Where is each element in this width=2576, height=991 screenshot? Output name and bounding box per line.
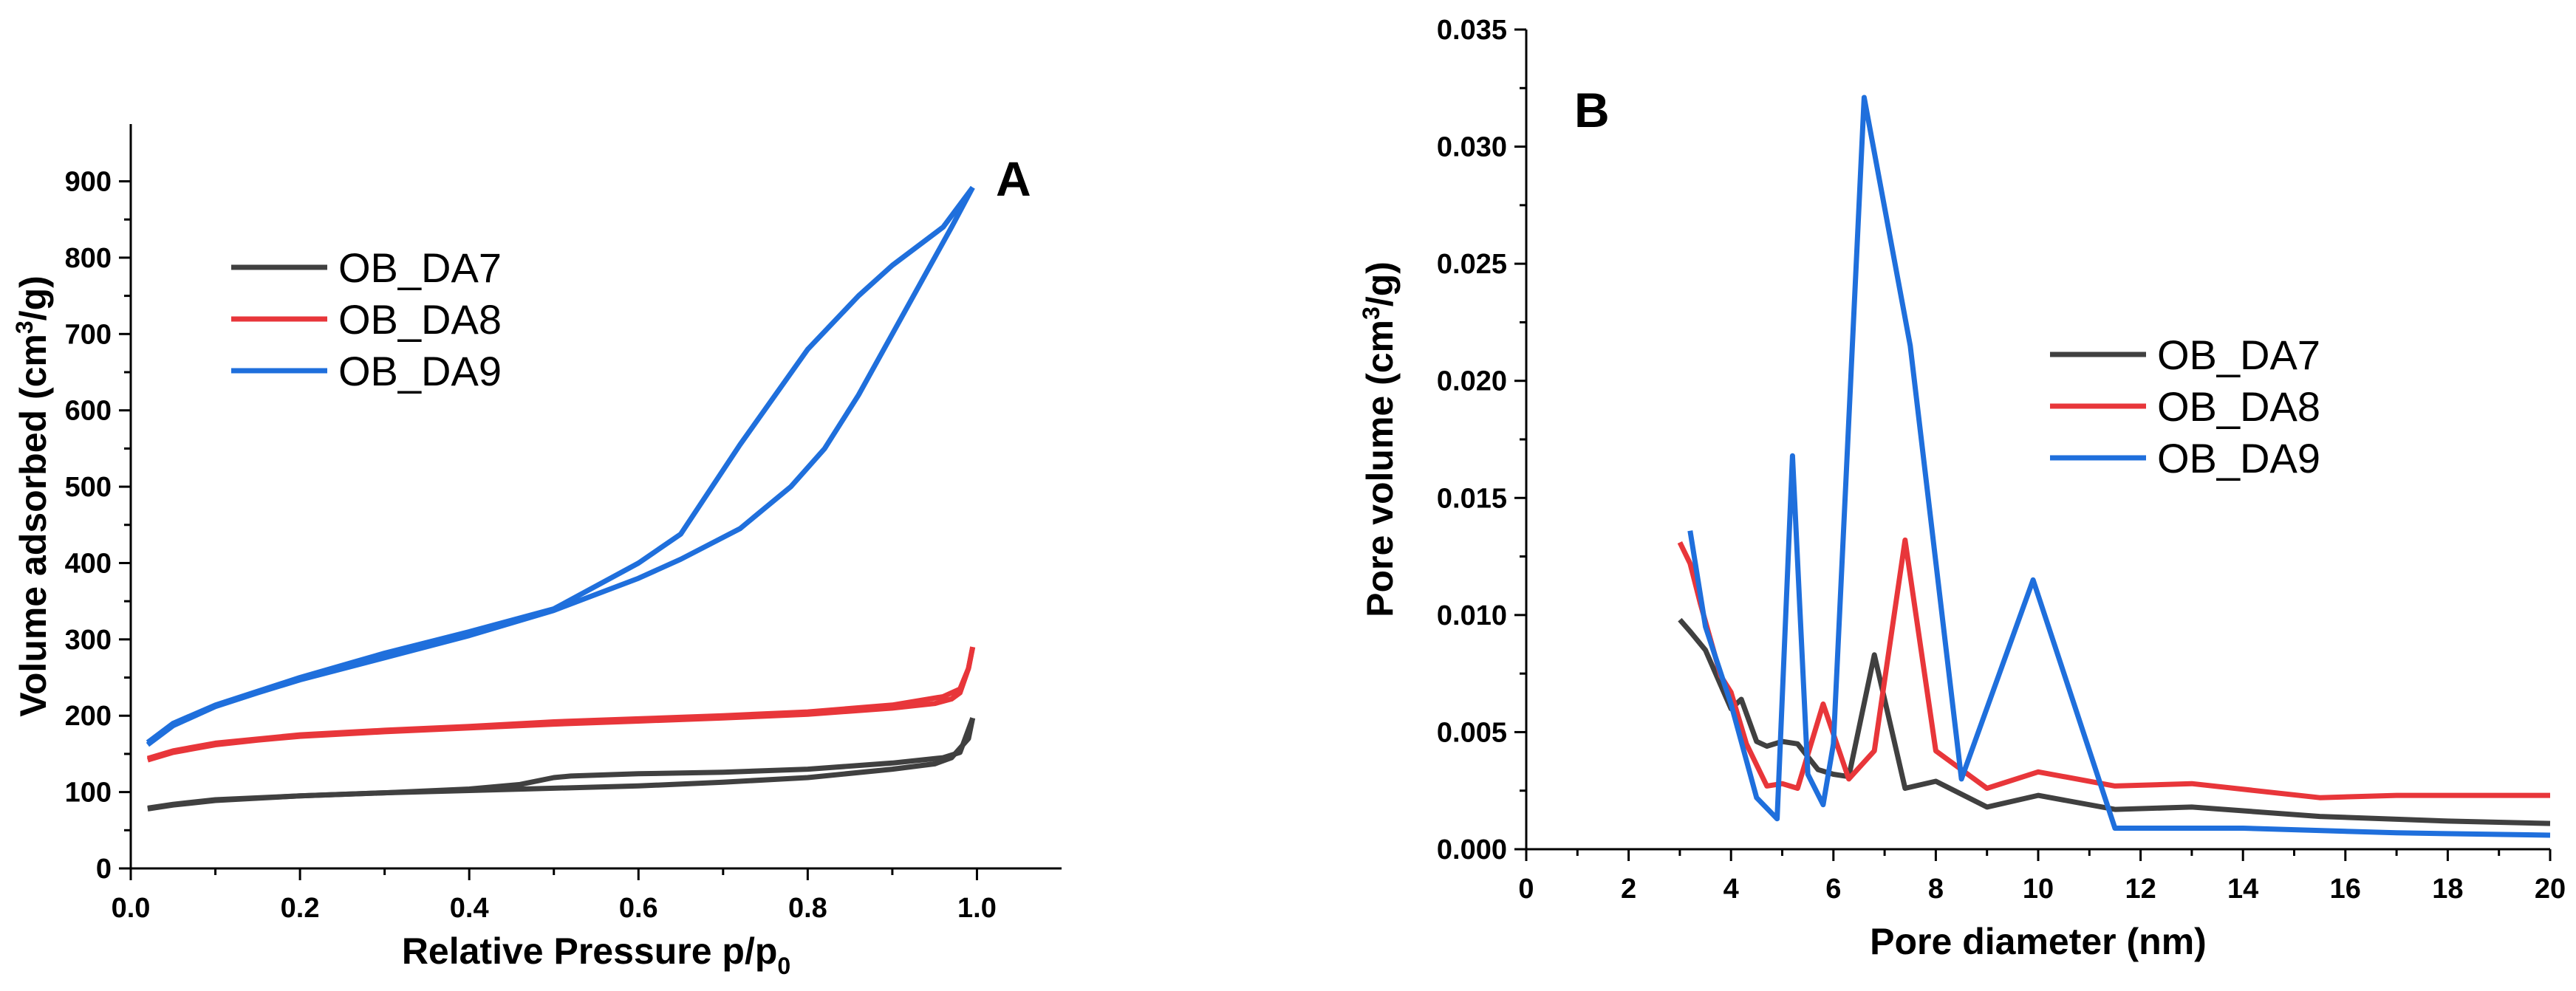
y-tick-label: 900 [65,167,112,198]
y-tick-label: 200 [65,701,112,732]
y-axis-title: Pore volume (cm3/g) [1358,261,1401,617]
x-tick-label: 20 [2535,874,2566,905]
x-tick-label: 18 [2432,874,2463,905]
y-tick-label: 800 [65,243,112,274]
legend-label: OB_DA9 [2157,435,2320,481]
y-tick-label: 0.025 [1437,249,1507,280]
y-axis-title-suffix: /g) [1359,261,1401,306]
y-tick-label: 300 [65,625,112,656]
x-tick-label: 10 [2023,874,2054,905]
x-tick-label: 2 [1621,874,1636,905]
x-tick-label: 8 [1928,874,1944,905]
series-line-ob-da9 [1687,95,2551,838]
x-tick-label: 0.4 [450,893,489,924]
legend-label: OB_DA7 [338,244,502,291]
y-tick-label: 600 [65,396,112,427]
panel-label: A [996,151,1031,206]
y-axis-title-text: Volume adsorbed (cm [13,334,54,717]
y-axis-title-text: Pore volume (cm [1359,320,1401,617]
series-line-ob-da8-adsorption [146,646,976,763]
legend-label: OB_DA7 [2157,332,2320,378]
x-axis-title: Pore diameter (nm) [1870,921,2207,962]
y-tick-label: 0.035 [1437,15,1507,46]
x-tick-label: 6 [1825,874,1841,905]
y-tick-label: 700 [65,319,112,350]
y-tick-label: 0.000 [1437,834,1507,865]
x-tick-label: 16 [2330,874,2361,905]
series-line-ob-da9-desorption [146,185,975,745]
series-line-ob-da7-desorption [147,717,975,811]
y-tick-label: 0.010 [1437,600,1507,631]
y-tick-label: 0.005 [1437,717,1507,748]
y-axis-title-superscript: 3 [1358,306,1384,320]
x-tick-label: 4 [1723,874,1739,905]
x-axis-title-subscript: 0 [777,953,790,979]
y-tick-label: 400 [65,548,112,579]
y-tick-label: 100 [65,778,112,809]
x-tick-label: 0.6 [619,893,658,924]
y-axis-title: Volume adsorbed (cm3/g) [11,275,54,717]
legend-label: OB_DA8 [338,296,502,343]
x-tick-label: 1.0 [957,893,997,924]
x-tick-label: 0.8 [788,893,827,924]
panel-a-isotherm-chart: 0.0 0.2 0.4 0.6 0.8 1.0 0 100 200 300 400 500 600 700… [11,124,1062,979]
y-axis-title-suffix: /g) [13,275,54,320]
legend-label: OB_DA8 [2157,383,2320,430]
panel-label: B [1574,83,1610,137]
x-tick-label: 14 [2227,874,2258,905]
x-axis-title: Relative Pressure p/p0 [402,930,790,979]
y-tick-label: 0.030 [1437,132,1507,163]
series-line-ob-da9-adsorption [146,186,975,747]
y-tick-label: 0 [96,854,112,885]
x-tick-label: 0.0 [112,893,151,924]
y-axis-title-superscript: 3 [11,320,38,334]
legend-label: OB_DA9 [338,348,502,394]
series-line-ob-da8-desorption [146,646,976,761]
y-tick-label: 0.020 [1437,366,1507,397]
y-tick-label: 500 [65,472,112,503]
x-tick-label: 0.2 [281,893,320,924]
y-tick-label: 0.015 [1437,483,1507,514]
x-tick-label: 12 [2125,874,2156,905]
x-axis-title-text: Relative Pressure p/p [402,930,778,972]
x-tick-label: 0 [1518,874,1534,905]
panel-b-pore-distribution-chart: 0 2 4 6 8 10 12 14 16 18 20 0.000 0.005 0.010 0.015 0.0… [1358,15,2566,962]
